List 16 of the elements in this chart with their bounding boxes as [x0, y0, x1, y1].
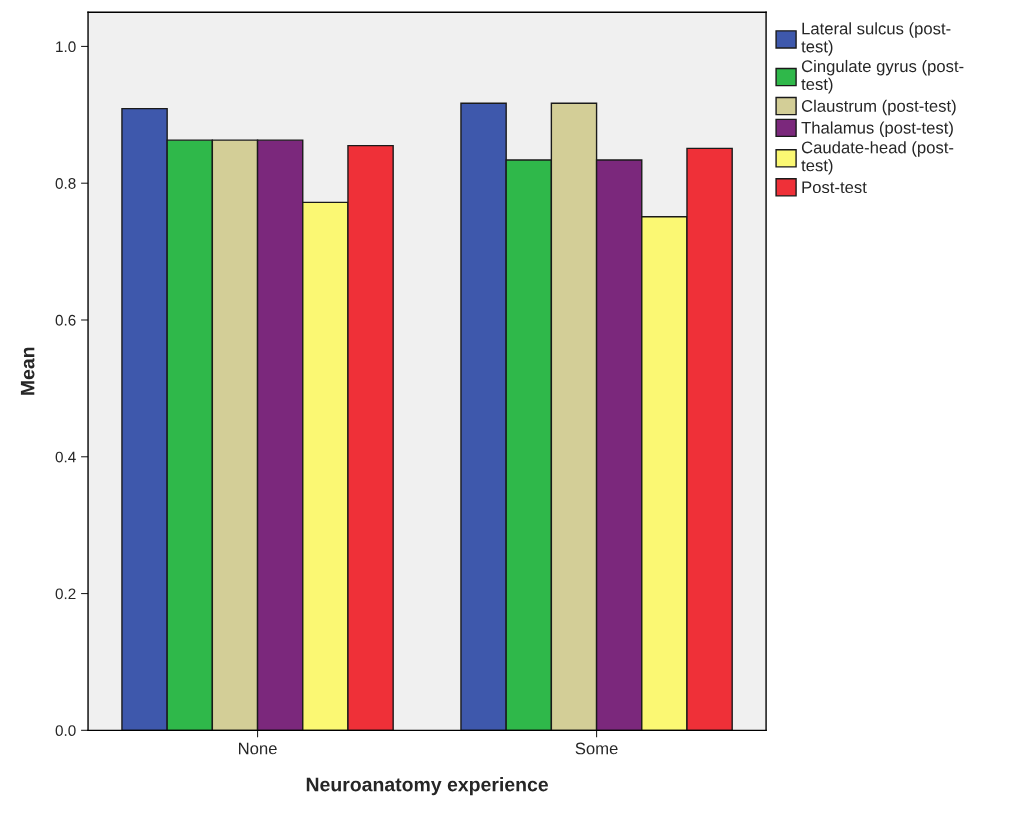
x-tick-label: None: [239, 742, 277, 755]
legend-label: Lateral sulcus (post-test): [801, 22, 951, 56]
y-axis-title: Mean: [20, 347, 35, 395]
y-tick-label: 0.0: [55, 725, 76, 737]
y-tick-label: 0.8: [55, 178, 76, 189]
x-tick-label: Some: [575, 742, 618, 755]
legend-label: Claustrum (post-test): [801, 99, 956, 116]
x-axis-title: Neuroanatomy experience: [306, 777, 548, 796]
legend-label: Cingulate gyrus (post-test): [801, 59, 964, 94]
legend-label: Post-test: [802, 181, 867, 194]
y-tick-label: 0.4: [55, 451, 76, 463]
legend-label: Caudate-head (post-test): [801, 141, 954, 175]
y-tick-label: 0.6: [55, 314, 76, 326]
y-tick-label: 0.2: [55, 588, 76, 600]
legend-label: Thalamus (post-test): [801, 121, 953, 137]
y-tick-label: 1.0: [56, 41, 76, 53]
